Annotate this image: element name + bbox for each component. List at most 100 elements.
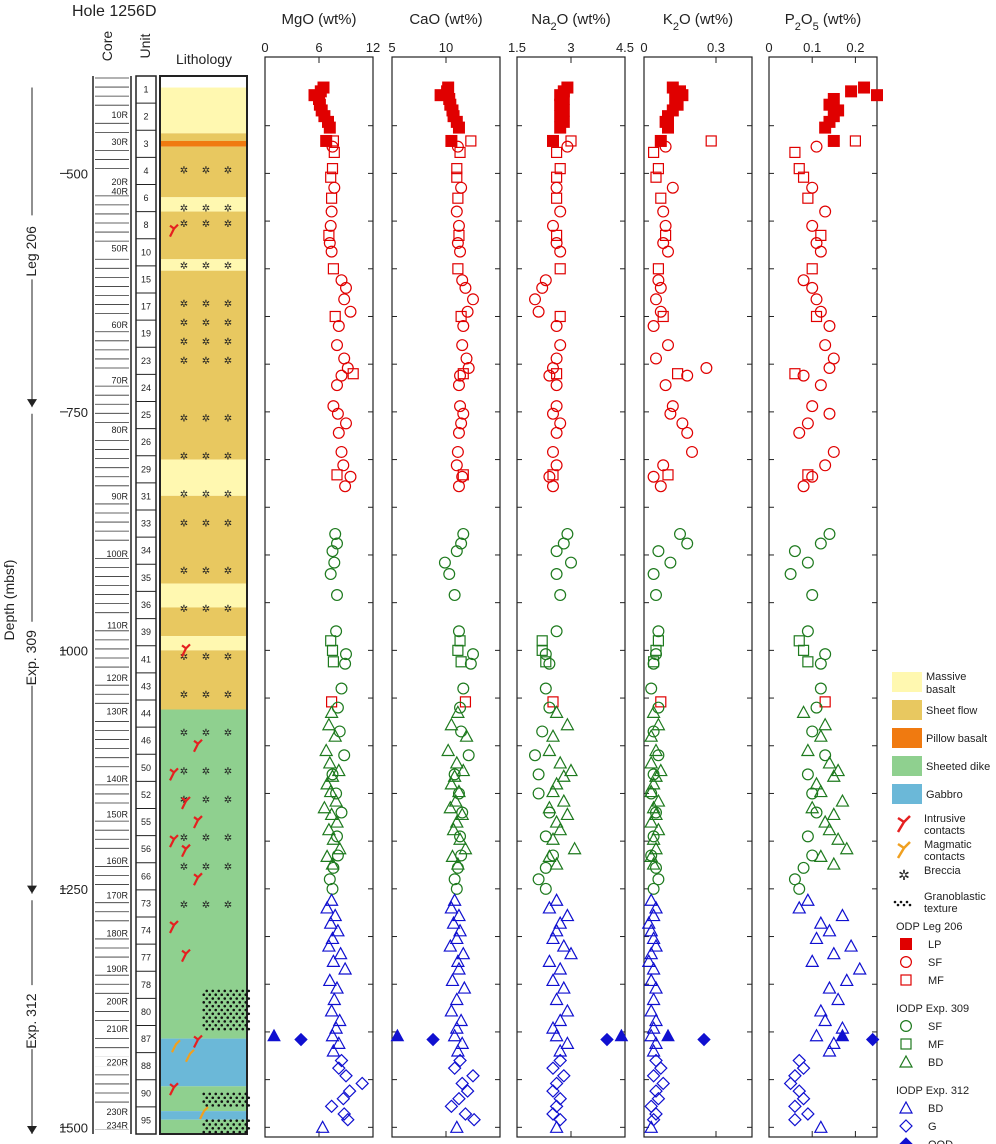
granoblastic-dot — [214, 1001, 218, 1004]
data-point — [454, 1013, 469, 1027]
data-point — [451, 908, 466, 922]
data-point — [659, 219, 672, 232]
data-point — [823, 407, 836, 420]
data-point — [444, 1099, 459, 1114]
granoblastic-dot — [235, 997, 239, 1000]
unit-label: 6 — [143, 193, 148, 203]
data-point — [826, 946, 841, 960]
unit-label: 36 — [141, 600, 151, 610]
geochemistry-panels: MgO (wt%) 0 6 12 CaO (wt%) 5 10 Na2O (wt%) 1.5 3 4… — [261, 11, 883, 1138]
granoblastic-dot — [226, 1008, 230, 1012]
intrusive-contact — [193, 815, 203, 829]
data-point — [796, 705, 811, 718]
granoblastic-dot — [241, 997, 245, 1000]
legend-label: SF — [928, 957, 942, 969]
data-point — [451, 163, 463, 175]
data-point — [335, 806, 348, 819]
data-point — [666, 400, 679, 413]
granoblastic-dot — [202, 1130, 206, 1134]
granoblastic-dot — [214, 1016, 218, 1019]
granoblastic-dot — [205, 1104, 209, 1107]
data-point — [810, 293, 823, 306]
core-label-bg — [95, 185, 129, 196]
intrusive-contact — [181, 843, 191, 858]
granoblastic-dot — [214, 1008, 218, 1012]
data-point — [822, 980, 837, 994]
data-point — [542, 954, 557, 967]
x-tick-label: 0 — [640, 40, 647, 55]
data-point — [826, 769, 841, 782]
data-point — [323, 121, 336, 134]
granoblastic-dot — [229, 1126, 233, 1130]
granoblastic-dot — [220, 1130, 224, 1134]
data-point — [328, 728, 343, 742]
data-point — [324, 893, 339, 906]
data-point — [644, 1003, 659, 1017]
data-point — [532, 768, 545, 781]
data-point — [456, 339, 469, 352]
data-point — [549, 893, 564, 906]
data-point — [554, 339, 567, 352]
intrusive-contact — [181, 796, 191, 810]
data-point — [321, 938, 336, 952]
unit-label: 8 — [143, 220, 148, 230]
granoblastic-dot — [229, 1012, 233, 1016]
breccia-mark: ✲ — [224, 356, 232, 367]
granoblastic-dot — [244, 1016, 248, 1019]
core-label-bg — [95, 175, 129, 186]
data-point — [550, 181, 563, 194]
data-point — [355, 1076, 370, 1091]
lithology-interval — [160, 1119, 247, 1134]
core-label-bg — [95, 962, 129, 973]
data-point — [796, 1061, 811, 1076]
data-point — [325, 171, 337, 183]
data-point — [549, 1099, 564, 1114]
unit-label: 31 — [141, 491, 151, 501]
data-point — [835, 1028, 850, 1042]
data-point — [536, 281, 549, 294]
granoblastic-dot — [244, 1100, 248, 1103]
data-point — [550, 459, 563, 472]
granoblastic-dot — [244, 1092, 248, 1096]
legend-label: contacts — [924, 851, 965, 863]
panel-title: Na2O (wt%) — [531, 11, 611, 33]
data-point — [644, 728, 659, 742]
data-point — [647, 568, 660, 581]
lithology-interval — [160, 270, 247, 460]
data-point — [793, 635, 805, 647]
data-point — [648, 980, 664, 994]
legend-swatch — [892, 700, 922, 720]
data-point — [332, 320, 345, 333]
breccia-mark: ✲ — [202, 766, 210, 777]
granoblastic-dot — [223, 997, 227, 1000]
granoblastic-dot — [247, 1126, 251, 1130]
granoblastic-dot — [211, 1126, 215, 1130]
data-point — [452, 219, 465, 232]
data-point — [649, 293, 662, 306]
data-point — [339, 657, 352, 670]
data-point — [465, 135, 477, 147]
unit-label: 41 — [141, 654, 151, 664]
data-point — [899, 1137, 913, 1144]
lithology-interval — [160, 495, 247, 584]
data-point — [452, 1091, 466, 1106]
data-point — [792, 1053, 807, 1068]
core-label-bg — [95, 619, 129, 630]
granoblastic-dot — [238, 1092, 242, 1096]
data-point — [662, 469, 674, 481]
data-point — [457, 527, 470, 540]
data-point — [814, 245, 827, 258]
data-point — [815, 229, 827, 241]
legend-swatch — [892, 756, 922, 776]
core-label: 10R — [111, 110, 128, 120]
data-point — [647, 470, 660, 483]
x-tick-label: 5 — [388, 40, 395, 55]
data-point — [326, 1043, 341, 1057]
data-point — [550, 171, 563, 183]
granoblastic-dot — [241, 1020, 245, 1023]
data-point — [454, 146, 466, 159]
core-label: 60R — [111, 320, 128, 330]
data-point — [553, 1013, 568, 1027]
data-point — [443, 800, 458, 814]
granoblastic-dot — [202, 993, 206, 997]
